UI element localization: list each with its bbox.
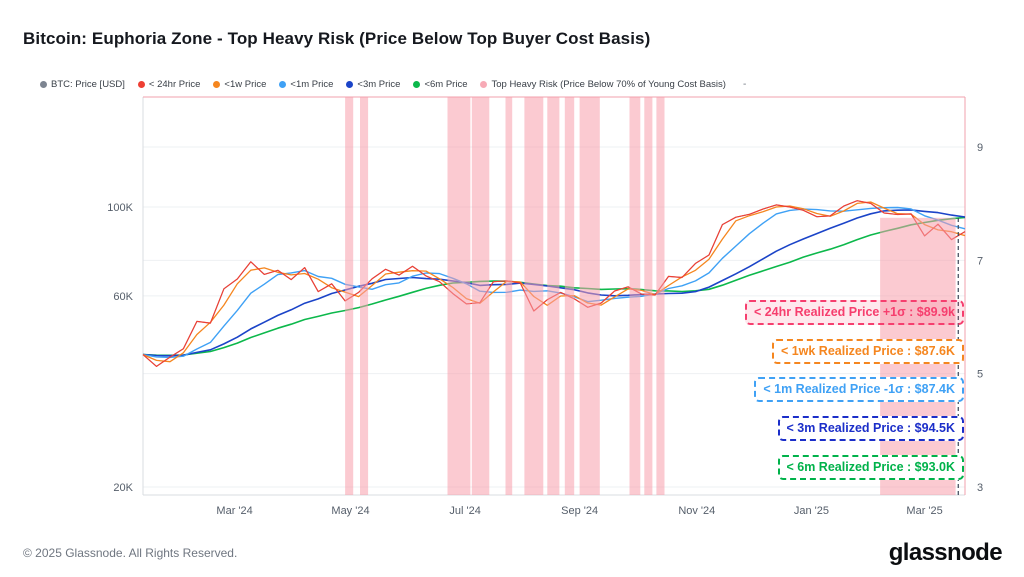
legend-item-3m-price[interactable]: <3m Price bbox=[346, 79, 400, 90]
risk-band bbox=[564, 97, 575, 495]
legend-extra-dash: - bbox=[742, 79, 747, 90]
x-tick-label: Jan '25 bbox=[794, 505, 829, 517]
risk-band bbox=[505, 97, 513, 495]
6m-price-dot-icon bbox=[413, 81, 421, 88]
legend-label: <1w Price bbox=[224, 79, 267, 90]
legend-label: <1m Price bbox=[290, 79, 334, 90]
legend: BTC: Price [USD] < 24hr Price <1w Price … bbox=[40, 79, 746, 90]
y-right-tick-label: 3 bbox=[977, 482, 983, 494]
x-tick-label: Sep '24 bbox=[561, 505, 598, 517]
x-tick-label: Jul '24 bbox=[449, 505, 480, 517]
legend-label: <6m Price bbox=[424, 79, 468, 90]
chart-title: Bitcoin: Euphoria Zone - Top Heavy Risk … bbox=[23, 29, 651, 49]
top-heavy-risk-dot-icon bbox=[480, 81, 488, 88]
glassnode-logo: glassnode bbox=[888, 539, 1003, 566]
y-left-tick-label: 20K bbox=[113, 482, 133, 494]
legend-item-1m-price[interactable]: <1m Price bbox=[279, 79, 333, 90]
legend-item-top-heavy-risk[interactable]: Top Heavy Risk (Price Below 70% of Young… bbox=[480, 79, 726, 90]
legend-item-24hr-price[interactable]: < 24hr Price bbox=[137, 79, 201, 90]
legend-item-btc-price[interactable]: BTC: Price [USD] bbox=[40, 79, 125, 90]
risk-band bbox=[547, 97, 560, 495]
legend-item-6m-price[interactable]: <6m Price bbox=[413, 79, 467, 90]
risk-band bbox=[360, 97, 369, 495]
risk-band bbox=[656, 97, 665, 495]
x-tick-label: Mar '25 bbox=[906, 505, 942, 517]
risk-band bbox=[524, 97, 544, 495]
annotation-1wk-realized-price: < 1wk Realized Price : $87.6K bbox=[771, 339, 964, 364]
x-tick-label: Mar '24 bbox=[216, 505, 252, 517]
btc-price-dot-icon bbox=[40, 81, 47, 88]
y-right-tick-label: 9 bbox=[977, 142, 983, 154]
annotation-24hr-realized-price: < 24hr Realized Price +1σ : $89.9k bbox=[744, 300, 964, 325]
x-tick-label: Nov '24 bbox=[678, 505, 715, 517]
legend-label: Top Heavy Risk (Price Below 70% of Young… bbox=[491, 79, 726, 90]
1w-price-dot-icon bbox=[213, 81, 221, 88]
risk-band bbox=[447, 97, 471, 495]
y-right-tick-label: 5 bbox=[977, 369, 983, 381]
risk-band bbox=[345, 97, 354, 495]
legend-item-1w-price[interactable]: <1w Price bbox=[213, 79, 266, 90]
annotation-1m-realized-price: < 1m Realized Price -1σ : $87.4K bbox=[754, 377, 964, 402]
risk-band bbox=[471, 97, 490, 495]
legend-label: < 24hr Price bbox=[148, 79, 201, 90]
copyright-text: © 2025 Glassnode. All Rights Reserved. bbox=[23, 546, 238, 560]
1m-price-dot-icon bbox=[279, 81, 287, 88]
24hr-price-dot-icon bbox=[137, 81, 145, 88]
3m-price-dot-icon bbox=[346, 81, 354, 88]
y-right-tick-label: 7 bbox=[977, 255, 983, 267]
legend-label: BTC: Price [USD] bbox=[51, 79, 125, 90]
risk-band bbox=[629, 97, 641, 495]
annotation-6m-realized-price: < 6m Realized Price : $93.0K bbox=[777, 455, 964, 480]
risk-band bbox=[579, 97, 600, 495]
y-left-tick-label: 60K bbox=[113, 291, 133, 303]
y-left-tick-label: 100K bbox=[107, 202, 133, 214]
legend-label: <3m Price bbox=[357, 79, 401, 90]
annotation-3m-realized-price: < 3m Realized Price : $94.5K bbox=[777, 416, 964, 441]
x-tick-label: May '24 bbox=[331, 505, 369, 517]
risk-band bbox=[644, 97, 653, 495]
